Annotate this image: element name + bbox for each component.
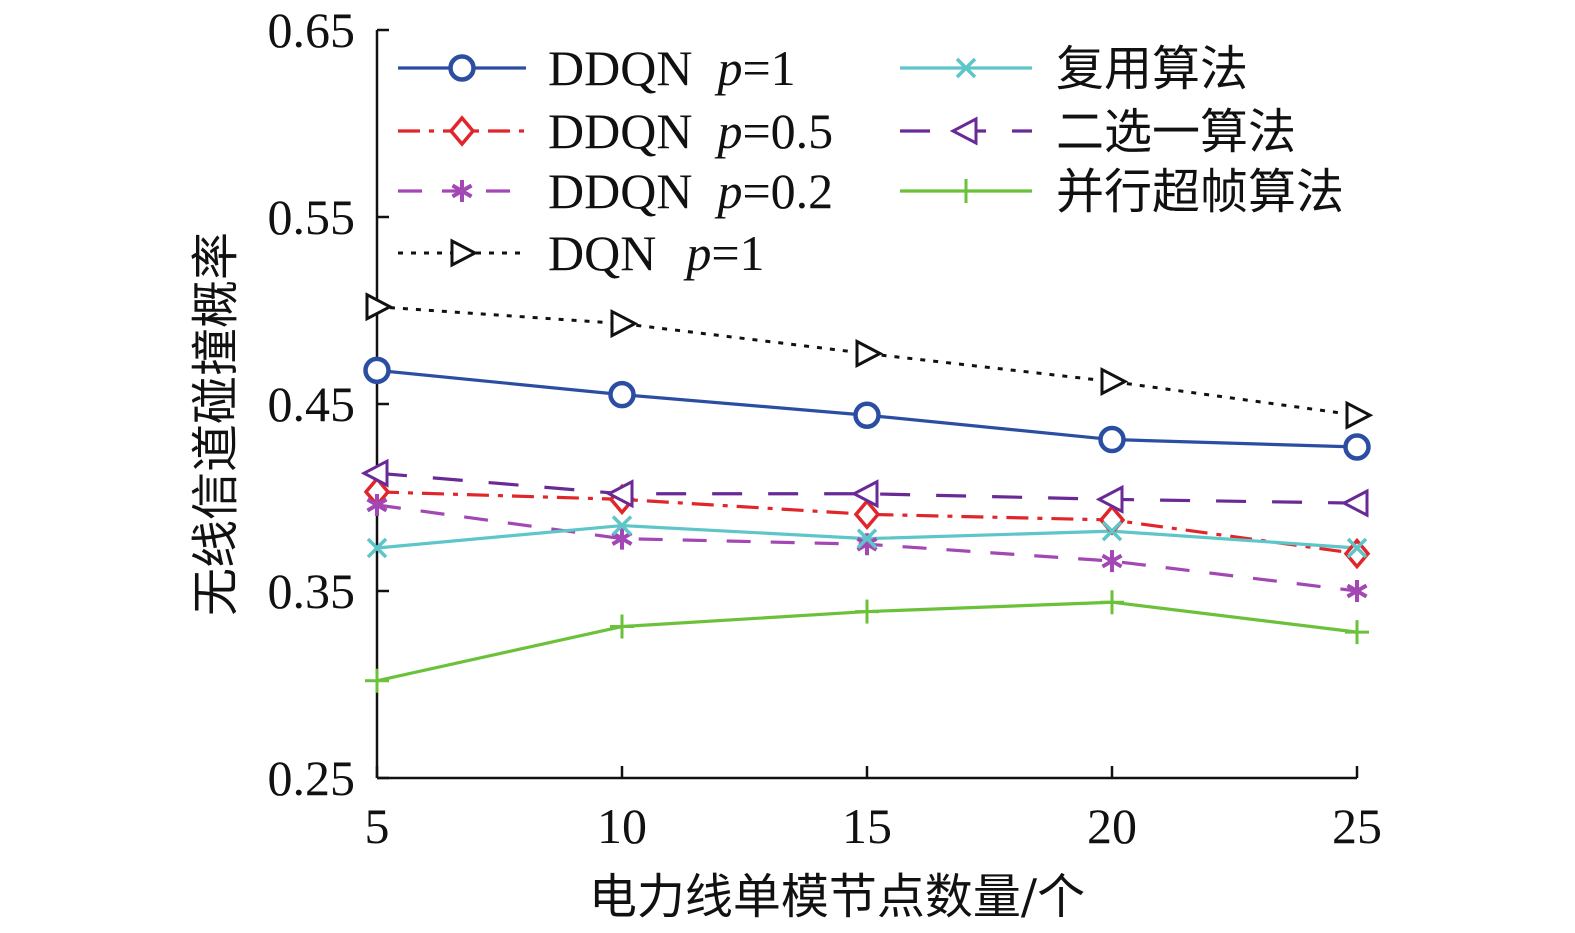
data-point-parallel [855,599,879,624]
x-tick-label: 10 [597,798,647,854]
data-point-ddqn_p1 [1343,433,1371,461]
data-point-ddqn_p02 [1346,580,1368,602]
legend-marker [954,179,978,203]
series-markers [360,292,1374,693]
series-line-dqn_p1 [376,305,1358,417]
legend-label: DDQN p=0.5 [548,103,833,159]
legend-label: DDQN p=1 [548,40,796,96]
legend-label: 并行超帧算法 [1056,164,1344,220]
x-tick-label: 20 [1087,798,1137,854]
data-point-dqn_p1 [365,292,394,322]
legend-item-parallel: 并行超帧算法 [900,164,1344,220]
data-point-dqn_p1 [610,309,639,339]
data-point-ddqn_p05 [853,498,881,531]
legend-item-ddqn_p02: DDQN p=0.2 [398,163,833,219]
data-point-dqn_p1 [1100,367,1129,397]
x-tick-label: 15 [842,798,892,854]
data-point-parallel [1100,590,1124,615]
data-point-parallel [365,668,389,693]
data-point-reuse [1346,537,1368,559]
data-point-choose_one [850,479,879,509]
y-tick-label: 0.65 [268,2,356,58]
data-point-reuse [856,528,878,549]
data-point-dqn_p1 [1345,400,1374,430]
data-point-ddqn_p1 [608,380,636,409]
legend-marker [448,54,476,82]
legend-item-dqn_p1: DQN p=1 [398,225,765,281]
data-point-ddqn_p1 [363,356,391,385]
data-point-parallel [1345,620,1369,645]
x-tick-label: 5 [365,798,390,854]
y-tick-label: 0.35 [268,563,356,619]
axis-labels: 电力线单模节点数量/个 无线信道碰撞概率 [188,232,1085,925]
legend-item-choose_one: 二选一算法 [900,104,1296,160]
legend-item-ddqn_p05: DDQN p=0.5 [398,103,833,159]
data-point-choose_one [1095,484,1124,514]
data-point-dqn_p1 [855,339,884,368]
legend-marker [949,116,978,146]
legend-marker [451,180,473,202]
y-axis-title: 无线信道碰撞概率 [188,232,244,616]
y-tick-label: 0.25 [268,750,356,806]
data-point-choose_one [605,479,634,509]
data-point-reuse [366,537,388,559]
data-point-ddqn_p05 [1343,537,1371,570]
legend-marker [448,115,476,147]
legend-marker [450,238,479,268]
axes: 0.25 0.35 0.45 0.55 0.65 5 10 15 20 25 [268,2,1383,854]
x-axis-title: 电力线单模节点数量/个 [589,869,1085,925]
series-line-ddqn_p05 [376,490,1358,556]
x-tick-label: 25 [1332,798,1382,854]
y-tick-label: 0.55 [268,189,356,245]
data-point-ddqn_p1 [1098,425,1126,454]
legend-label: 复用算法 [1056,41,1248,97]
data-point-parallel [610,614,634,639]
data-point-ddqn_p1 [853,401,881,429]
legend-marker [955,57,977,79]
data-point-ddqn_p02 [1101,550,1123,573]
y-tick-label: 0.45 [268,376,356,432]
legend-item-ddqn_p1: DDQN p=1 [398,40,796,96]
legend-item-reuse: 复用算法 [900,41,1248,97]
legend-label: 二选一算法 [1056,104,1296,160]
data-point-choose_one [360,458,389,488]
legend-label: DDQN p=0.2 [548,163,833,219]
data-point-ddqn_p02 [611,527,633,550]
data-point-reuse [1101,520,1123,542]
data-point-choose_one [1340,488,1369,518]
data-point-ddqn_p02 [366,493,388,516]
legend-label: DQN p=1 [548,225,765,281]
data-point-reuse [611,515,633,536]
